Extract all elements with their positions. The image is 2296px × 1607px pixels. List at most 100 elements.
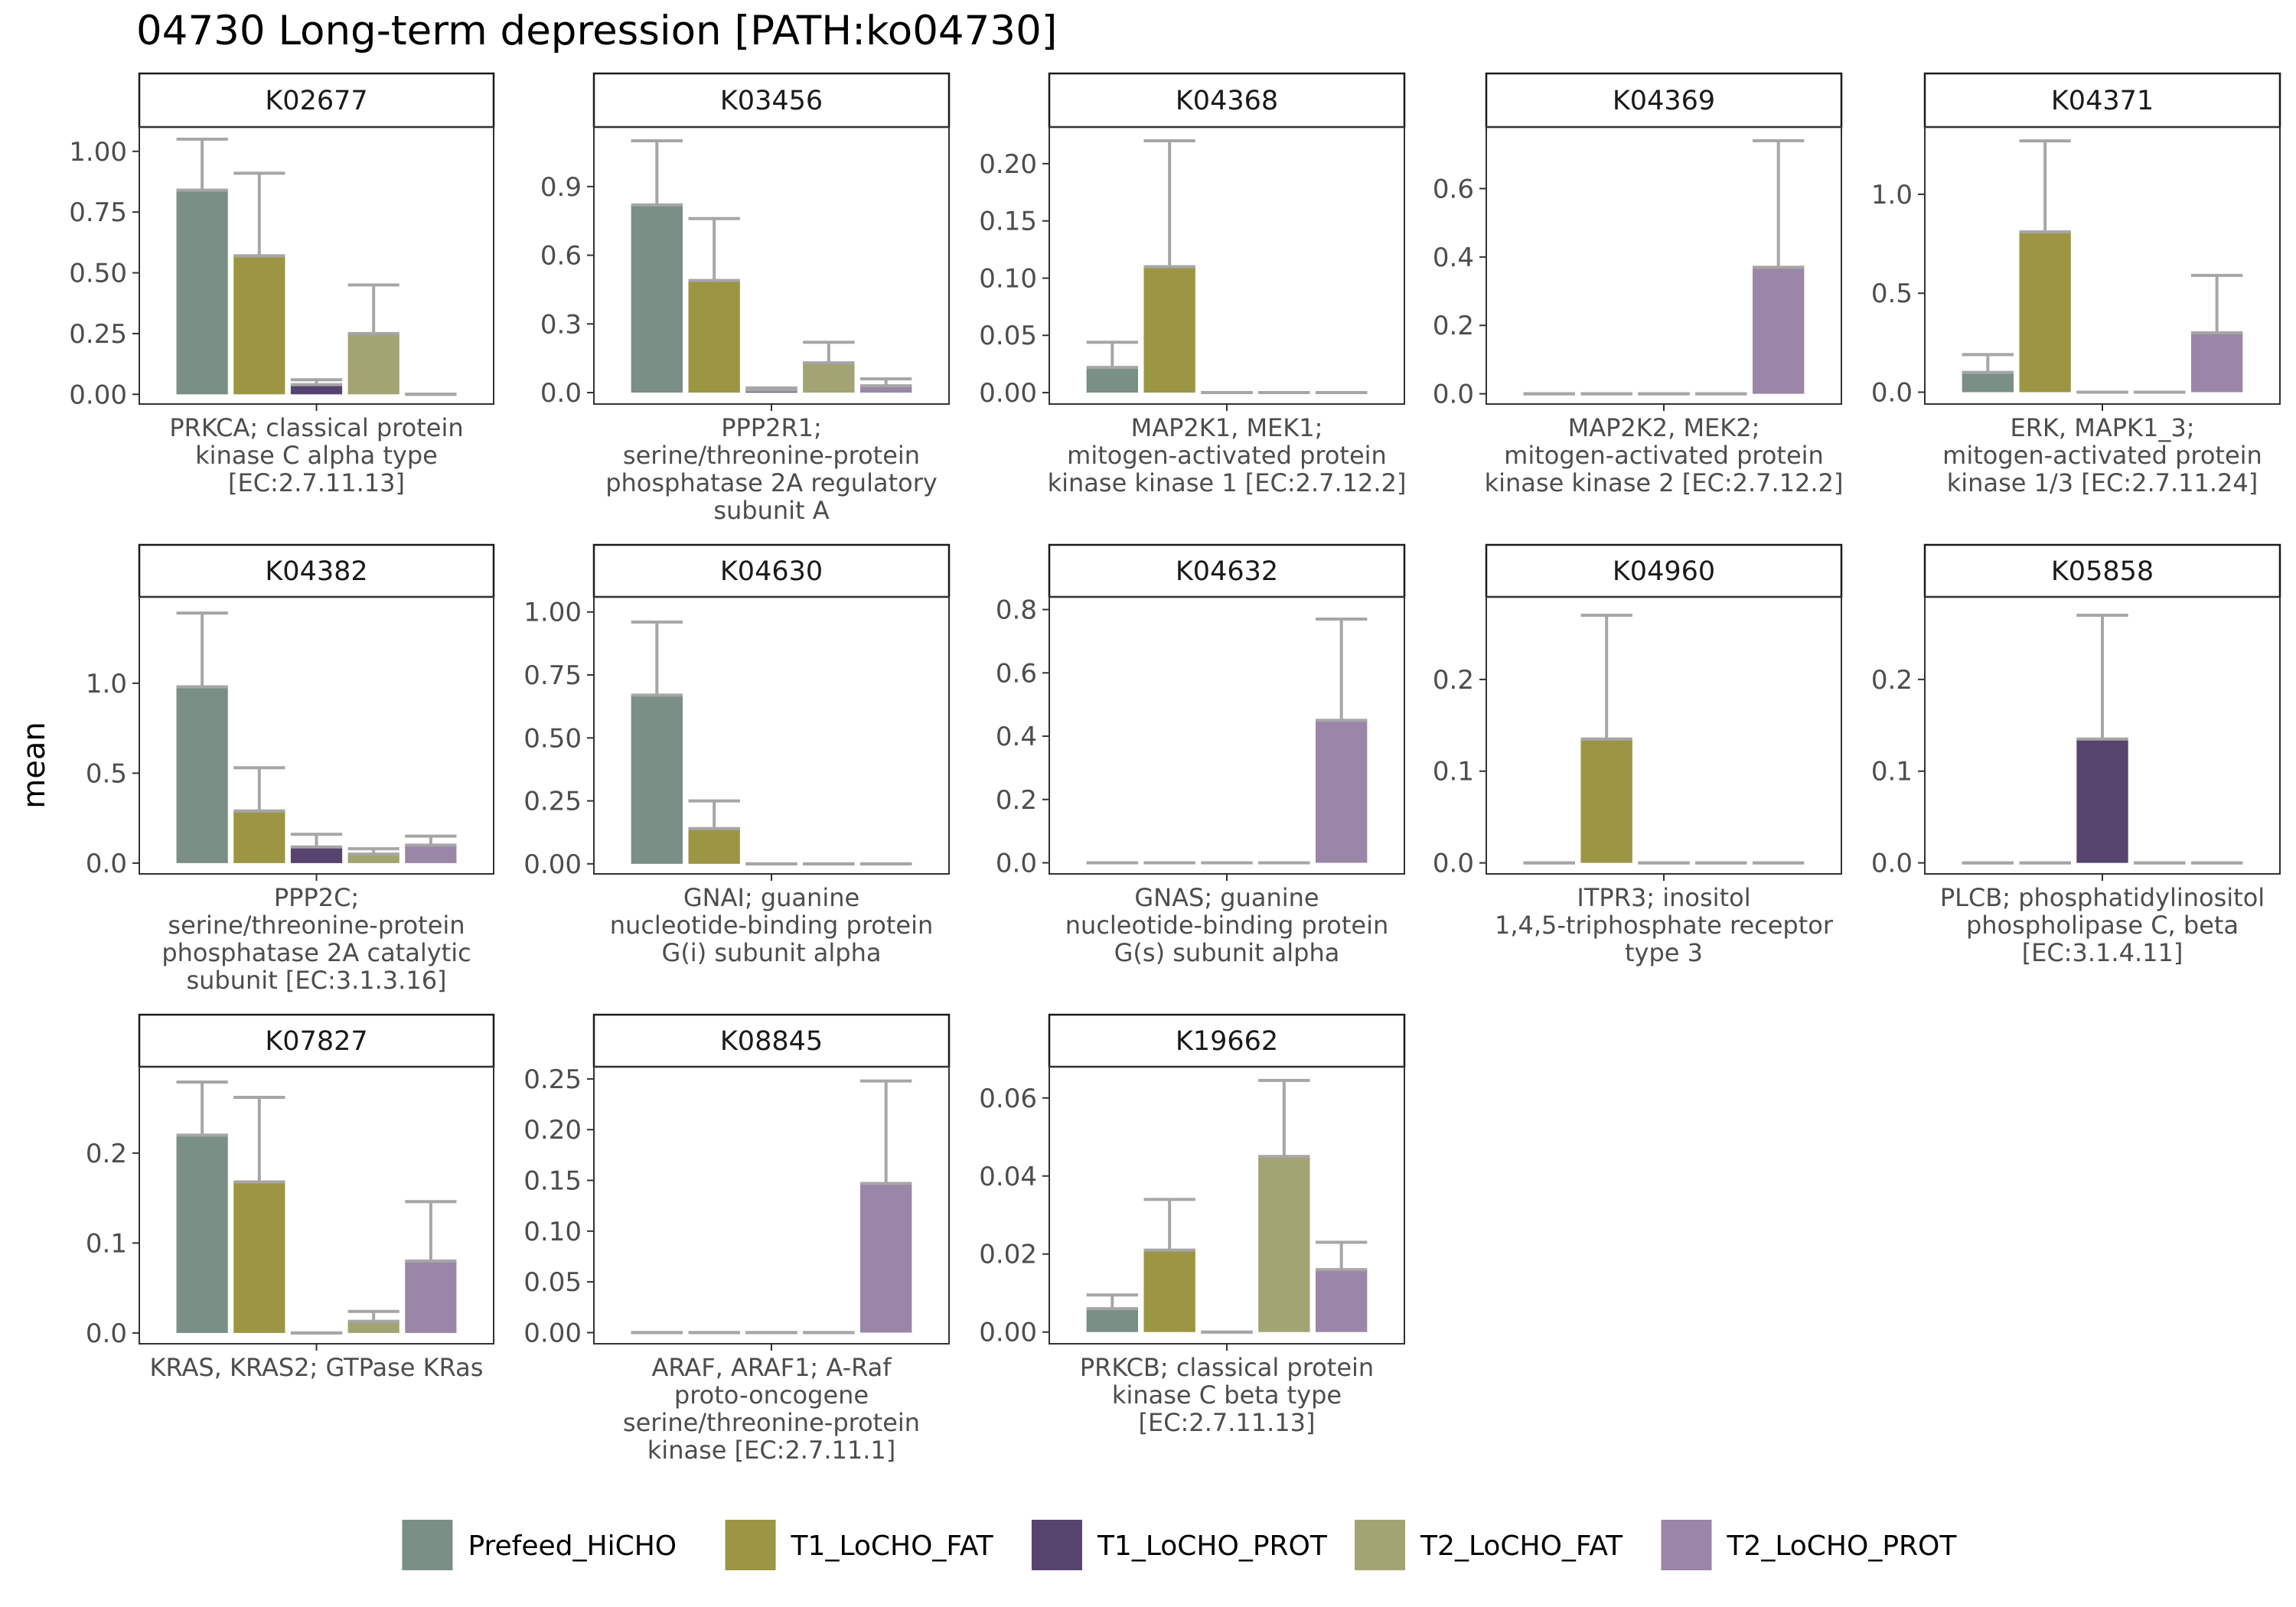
bar-K04630-Prefeed_HiCHO <box>631 695 683 864</box>
bar-K04382-Prefeed_HiCHO <box>176 686 228 863</box>
y-tick-label-K08845: 0.15 <box>523 1166 582 1197</box>
y-tick-label-K02677: 0.00 <box>69 380 127 410</box>
y-tick-label-K04382: 0.0 <box>86 849 127 879</box>
x-label-K02677: PRKCA; classical protein kinase C alpha t… <box>169 413 463 497</box>
y-tick-label-K02677: 0.75 <box>69 197 127 228</box>
x-label-K04632: GNAS; guanine nucleotide-binding protein G… <box>1065 883 1389 967</box>
strip-label-K08845: K08845 <box>720 1026 823 1057</box>
strip-label-K04630: K04630 <box>720 556 823 587</box>
legend: Prefeed_HiCHO T1_LoCHO_FAT T1_LoCHO_PROT T2… <box>402 1520 1957 1570</box>
y-tick-label-K04630: 0.25 <box>523 787 582 817</box>
y-tick-label-K04630: 0.50 <box>523 723 582 754</box>
x-label-line: GNAI; guanine <box>683 883 859 912</box>
y-tick-label-K19662: 0.02 <box>979 1240 1037 1270</box>
bar-K02677-T1_LoCHO_FAT <box>233 256 285 395</box>
bar-K04368-Prefeed_HiCHO <box>1086 367 1138 393</box>
y-tick-label-K19662: 0.04 <box>979 1162 1037 1192</box>
legend-label-T2_LoCHO_FAT: T2_LoCHO_FAT <box>1420 1530 1623 1562</box>
y-tick-label-K08845: 0.20 <box>523 1115 582 1146</box>
panel-border-K04368 <box>1049 126 1405 405</box>
x-label-line: phosphatase 2A regulatory <box>605 468 938 497</box>
strip-K08845 <box>592 1013 951 1068</box>
y-tick-label-K04632: 0.2 <box>996 785 1037 816</box>
y-tick-label-K02677: 0.50 <box>69 259 127 289</box>
bar-K05858-T1_LoCHO_PROT <box>2076 738 2128 863</box>
y-tick-label-K04368: 0.15 <box>979 207 1037 237</box>
y-tick-label-K08845: 0.25 <box>523 1064 582 1095</box>
y-tick-label-K19662: 0.00 <box>979 1318 1037 1348</box>
panel-K02677: K02677 0.00 0.25 0.50 0.75 1.00 PRKCA; classic… <box>69 72 495 497</box>
y-tick-label-K07827: 0.2 <box>86 1139 127 1169</box>
y-tick-label-K04630: 0.75 <box>523 660 582 691</box>
strip-label-K07827: K07827 <box>265 1026 367 1057</box>
x-label-line: kinase C beta type <box>1112 1380 1342 1410</box>
bar-K03456-T2_LoCHO_PROT <box>860 386 912 393</box>
y-tick-label-K08845: 0.10 <box>523 1217 582 1247</box>
x-label-line: nucleotide-binding protein <box>1065 911 1389 940</box>
x-label-line: mitogen-activated protein <box>1067 441 1387 470</box>
y-tick-label-K04371: 0.5 <box>1871 279 1913 309</box>
panel-K04960: K04960 0.0 0.1 0.2 ITPR3; inositol 1,4,5-trip… <box>1433 543 1843 967</box>
x-label-K08845: ARAF, ARAF1; A-Raf proto-oncogene serine/t… <box>623 1353 920 1465</box>
y-tick-label-K04368: 0.20 <box>979 149 1037 180</box>
x-label-line: kinase C alpha type <box>195 441 438 470</box>
panel-K04630: K04630 0.00 0.25 0.50 0.75 1.00 GNAI; guanine n… <box>523 543 951 967</box>
y-tick-label-K02677: 0.25 <box>69 319 127 350</box>
bar-K04368-T1_LoCHO_FAT <box>1143 266 1195 393</box>
y-tick-label-K03456: 0.3 <box>540 309 582 340</box>
panel-K04368: K04368 0.00 0.05 0.10 0.15 0.20 MAP2K1, MEK1; m… <box>979 72 1407 497</box>
y-tick-label-K08845: 0.00 <box>523 1318 582 1348</box>
x-label-line: subunit [EC:3.1.3.16] <box>186 966 446 995</box>
x-label-K05858: PLCB; phosphatidylinositol phospholipase … <box>1940 883 2265 967</box>
x-label-line: mitogen-activated protein <box>1942 441 2262 470</box>
x-label-K04382: PPP2C; serine/threonine-protein phosphatas… <box>161 883 471 995</box>
x-label-line: nucleotide-binding protein <box>610 911 934 940</box>
x-label-line: serine/threonine-protein <box>623 441 920 470</box>
bar-K03456-T2_LoCHO_FAT <box>803 363 855 393</box>
x-label-K04371: ERK, MAPK1_3; mitogen-activated protein ki… <box>1942 413 2262 497</box>
panel-K19662: K19662 0.00 0.02 0.04 0.06 PRKCB; classical p… <box>979 1013 1406 1437</box>
x-label-line: kinase [EC:2.7.11.1] <box>647 1436 895 1465</box>
x-label-line: PRKCA; classical protein <box>169 413 463 442</box>
x-label-line: PPP2R1; <box>721 413 822 442</box>
bar-K04371-T1_LoCHO_FAT <box>2019 232 2071 393</box>
y-tick-label-K04368: 0.05 <box>979 321 1037 351</box>
panel-K04382: K04382 0.0 0.5 1.0 PPP2C; serine/threonine-pr… <box>86 543 495 995</box>
x-label-K19662: PRKCB; classical protein kinase C beta ty… <box>1080 1353 1374 1437</box>
y-tick-label-K05858: 0.2 <box>1871 665 1913 696</box>
x-label-line: type 3 <box>1625 938 1703 967</box>
strip-label-K04369: K04369 <box>1613 86 1715 116</box>
x-label-line: ERK, MAPK1_3; <box>2010 413 2194 442</box>
legend-label-T1_LoCHO_PROT: T1_LoCHO_PROT <box>1097 1530 1328 1562</box>
x-label-K04368: MAP2K1, MEK1; mitogen-activated protein ki… <box>1048 413 1407 497</box>
legend-swatch-Prefeed_HiCHO <box>402 1520 453 1570</box>
bar-K04382-T2_LoCHO_FAT <box>347 854 400 863</box>
y-tick-label-K04369: 0.6 <box>1433 174 1474 204</box>
bar-K08845-T2_LoCHO_PROT <box>860 1183 912 1333</box>
bar-K02677-Prefeed_HiCHO <box>176 190 228 395</box>
x-label-line: PLCB; phosphatidylinositol <box>1940 883 2265 912</box>
strip-label-K04960: K04960 <box>1613 556 1715 587</box>
strip-K04632 <box>1048 543 1406 598</box>
y-tick-label-K04632: 0.4 <box>996 722 1037 752</box>
y-tick-label-K19662: 0.06 <box>979 1084 1037 1114</box>
bar-K19662-T2_LoCHO_FAT <box>1258 1156 1310 1332</box>
x-label-K04960: ITPR3; inositol 1,4,5-triphosphate recept… <box>1495 883 1834 967</box>
bar-K19662-Prefeed_HiCHO <box>1086 1309 1138 1332</box>
bar-K04382-T1_LoCHO_FAT <box>233 810 285 863</box>
x-label-line: kinase kinase 2 [EC:2.7.12.2] <box>1485 468 1844 497</box>
y-axis-title: mean <box>17 722 52 808</box>
x-label-line: mitogen-activated protein <box>1504 441 1824 470</box>
bar-K02677-T2_LoCHO_FAT <box>347 333 400 395</box>
bar-K04382-T2_LoCHO_PROT <box>405 845 457 863</box>
y-tick-label-K04632: 0.6 <box>996 658 1037 689</box>
x-label-K07827: KRAS, KRAS2; GTPase KRas <box>150 1353 484 1382</box>
x-label-line: KRAS, KRAS2; GTPase KRas <box>150 1353 484 1382</box>
x-label-line: G(s) subunit alpha <box>1114 938 1340 967</box>
y-tick-label-K03456: 0.6 <box>540 241 582 272</box>
panel-K04371: K04371 0.0 0.5 1.0 ERK, MAPK1_3; mitogen-acti… <box>1871 72 2281 497</box>
x-label-line: [EC:2.7.11.13] <box>1139 1408 1316 1437</box>
strip-K03456 <box>592 72 951 129</box>
y-tick-label-K04630: 0.00 <box>523 849 582 880</box>
